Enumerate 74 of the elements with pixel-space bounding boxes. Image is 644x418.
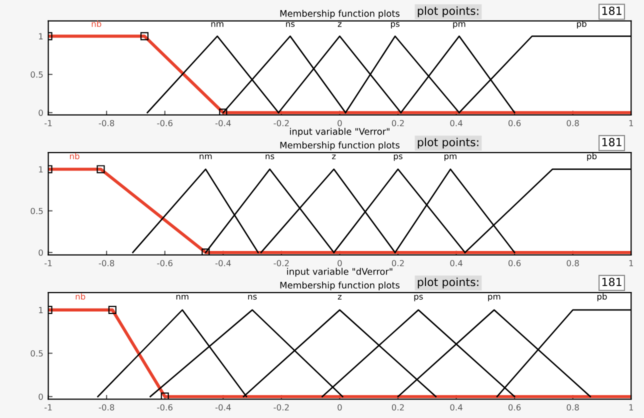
text: 181 bbox=[602, 278, 622, 286]
x-tick-label: 0 bbox=[338, 120, 342, 126]
y-tick-label: 0 bbox=[38, 394, 43, 400]
x-tick-label: -0.8 bbox=[98, 120, 114, 126]
x-tick-label: 0.4 bbox=[450, 120, 462, 126]
x-tick-label: -1 bbox=[44, 120, 52, 126]
x-tick-label: -0.8 bbox=[98, 260, 114, 266]
x-tick-label: 0.6 bbox=[508, 120, 521, 126]
series-label: z bbox=[338, 294, 342, 300]
x-tick-label: 0.4 bbox=[450, 404, 462, 410]
y-tick-label: 0.5 bbox=[30, 208, 43, 214]
series-label: pb bbox=[597, 293, 607, 302]
x-tick-label: 0.8 bbox=[566, 120, 579, 126]
chart-title: Membership function plots bbox=[280, 142, 400, 150]
chart-title: Membership function plots bbox=[280, 282, 400, 290]
text: 181 bbox=[602, 138, 622, 146]
series-label: pb bbox=[577, 20, 586, 29]
chart-title: Membership function plots bbox=[280, 10, 400, 19]
series-label: z bbox=[332, 154, 336, 160]
series-label: ps bbox=[414, 294, 423, 302]
series-label: ns bbox=[266, 154, 274, 160]
x-tick-label: -0.2 bbox=[274, 120, 289, 126]
x-tick-label: 1 bbox=[629, 120, 633, 126]
x-tick-label: -0.8 bbox=[98, 404, 114, 410]
series-label: pm bbox=[453, 22, 466, 29]
y-tick-label: 0 bbox=[38, 249, 43, 256]
x-tick-label: -0.4 bbox=[215, 404, 231, 410]
x-tick-label: -0.6 bbox=[157, 404, 172, 410]
x-tick-label: 0.8 bbox=[566, 260, 579, 266]
x-tick-label: 0 bbox=[338, 260, 342, 266]
series-label: ns bbox=[286, 22, 295, 27]
x-axis-title: input variable "Verror" bbox=[290, 128, 390, 137]
x-tick-label: 0.4 bbox=[450, 260, 462, 266]
series-label: pm bbox=[444, 154, 456, 161]
x-tick-label: -0.4 bbox=[215, 260, 231, 266]
x-tick-label: 0.6 bbox=[508, 404, 521, 410]
series-label: ns bbox=[248, 294, 257, 300]
x-tick-label: 0.6 bbox=[508, 260, 521, 266]
x-tick-label: -1 bbox=[44, 404, 52, 410]
x-tick-label: 0 bbox=[338, 404, 342, 410]
x-tick-label: 0.2 bbox=[392, 120, 404, 126]
series-label: nm bbox=[176, 294, 188, 300]
x-tick-label: 0.8 bbox=[566, 404, 579, 410]
x-tick-label: -0.2 bbox=[274, 404, 289, 410]
text: plot points: bbox=[418, 278, 478, 288]
y-tick-label: 0 bbox=[38, 110, 43, 116]
series-label: ps bbox=[391, 22, 400, 29]
x-axis-title: input variable "dVerror" bbox=[287, 268, 392, 277]
y-tick-label: 1 bbox=[39, 33, 43, 40]
x-tick-label: 0.2 bbox=[392, 404, 404, 410]
x-tick-label: -0.6 bbox=[157, 120, 172, 126]
series-label: z bbox=[338, 22, 342, 27]
y-tick-label: 0.5 bbox=[30, 350, 43, 357]
x-tick-label: -0.4 bbox=[215, 120, 231, 126]
x-tick-label: 1 bbox=[629, 404, 633, 410]
text: 181 bbox=[602, 6, 622, 15]
series-label: nb bbox=[92, 20, 102, 27]
series-label: nb bbox=[76, 293, 86, 300]
series-label: pb bbox=[587, 152, 597, 161]
series-label: nm bbox=[211, 22, 224, 27]
series-label: pm bbox=[488, 294, 500, 302]
x-tick-label: -0.6 bbox=[157, 260, 172, 266]
x-tick-label: -0.2 bbox=[274, 260, 289, 266]
x-tick-label: -1 bbox=[44, 260, 52, 266]
x-tick-label: 0.2 bbox=[392, 260, 404, 266]
series-label: ps bbox=[394, 154, 402, 161]
x-tick-label: 1 bbox=[629, 260, 633, 266]
text: plot points: bbox=[418, 138, 478, 148]
y-tick-label: 1 bbox=[39, 166, 43, 172]
series-label: nb bbox=[70, 152, 80, 160]
series-label: nm bbox=[200, 154, 212, 160]
y-tick-label: 1 bbox=[39, 307, 43, 314]
y-tick-label: 0.5 bbox=[30, 71, 43, 78]
text: plot points: bbox=[418, 6, 478, 18]
